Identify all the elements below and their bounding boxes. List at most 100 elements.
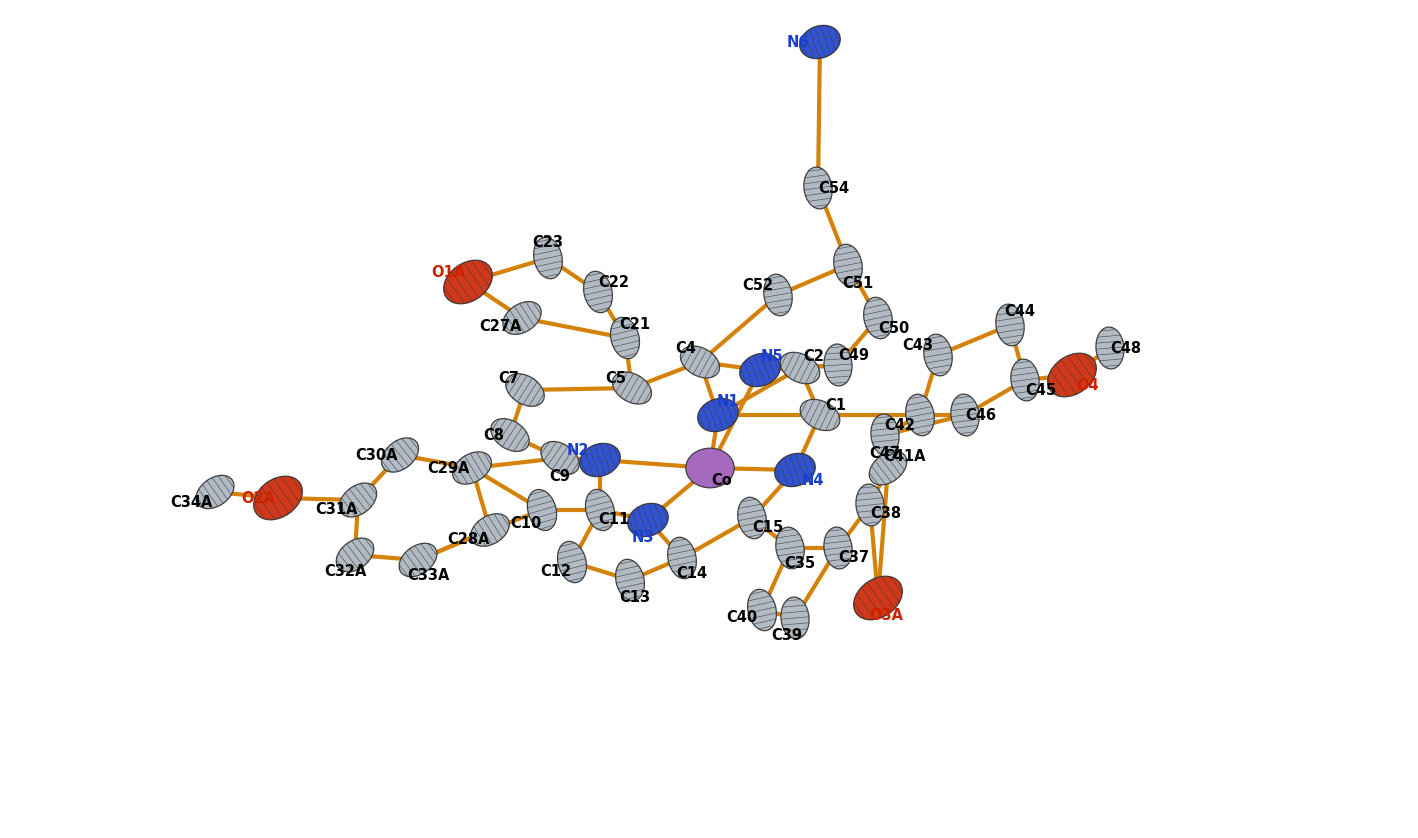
Ellipse shape — [774, 453, 815, 487]
Ellipse shape — [580, 443, 620, 477]
Text: C54: C54 — [818, 180, 849, 195]
Ellipse shape — [533, 237, 563, 279]
Ellipse shape — [856, 484, 883, 526]
Ellipse shape — [471, 514, 509, 546]
Ellipse shape — [776, 527, 804, 569]
Text: C42: C42 — [885, 417, 916, 432]
Text: N3: N3 — [632, 530, 654, 546]
Ellipse shape — [906, 394, 934, 436]
Text: C29A: C29A — [427, 461, 469, 475]
Ellipse shape — [452, 452, 492, 484]
Ellipse shape — [951, 394, 980, 436]
Ellipse shape — [611, 318, 640, 359]
Ellipse shape — [834, 244, 862, 286]
Text: C34A: C34A — [170, 494, 213, 510]
Ellipse shape — [995, 304, 1024, 346]
Ellipse shape — [747, 589, 777, 631]
Text: C14: C14 — [676, 566, 708, 582]
Ellipse shape — [628, 504, 668, 536]
Ellipse shape — [615, 559, 644, 601]
Text: C23: C23 — [533, 235, 563, 250]
Text: C30A: C30A — [354, 447, 397, 463]
Ellipse shape — [1048, 353, 1096, 397]
Ellipse shape — [613, 372, 651, 404]
Ellipse shape — [800, 400, 839, 431]
Ellipse shape — [444, 261, 492, 304]
Ellipse shape — [254, 476, 302, 520]
Text: N6: N6 — [787, 34, 810, 49]
Ellipse shape — [381, 438, 418, 472]
Ellipse shape — [780, 352, 820, 384]
Ellipse shape — [824, 527, 852, 569]
Ellipse shape — [196, 475, 234, 509]
Ellipse shape — [864, 297, 892, 339]
Text: C5: C5 — [605, 370, 627, 385]
Ellipse shape — [686, 448, 735, 488]
Ellipse shape — [1048, 353, 1096, 397]
Text: C9: C9 — [550, 468, 570, 484]
Ellipse shape — [824, 527, 852, 569]
Ellipse shape — [780, 352, 820, 384]
Text: C45: C45 — [1025, 382, 1056, 397]
Text: C49: C49 — [838, 348, 869, 363]
Ellipse shape — [681, 346, 719, 378]
Ellipse shape — [580, 443, 620, 477]
Ellipse shape — [196, 475, 234, 509]
Ellipse shape — [586, 489, 614, 530]
Ellipse shape — [737, 497, 766, 539]
Ellipse shape — [951, 394, 980, 436]
Text: O1A: O1A — [431, 265, 465, 280]
Ellipse shape — [906, 394, 934, 436]
Ellipse shape — [506, 374, 545, 406]
Text: N2: N2 — [567, 442, 590, 458]
Text: C31A: C31A — [315, 503, 357, 518]
Ellipse shape — [737, 497, 766, 539]
Ellipse shape — [491, 419, 529, 452]
Ellipse shape — [586, 489, 614, 530]
Text: C4: C4 — [675, 340, 696, 355]
Ellipse shape — [740, 354, 780, 386]
Ellipse shape — [584, 272, 613, 313]
Ellipse shape — [800, 25, 841, 59]
Ellipse shape — [781, 597, 810, 639]
Text: C8: C8 — [484, 427, 505, 442]
Text: C2: C2 — [804, 349, 824, 364]
Text: C13: C13 — [620, 591, 651, 606]
Ellipse shape — [923, 334, 953, 375]
Ellipse shape — [471, 514, 509, 546]
Ellipse shape — [452, 452, 492, 484]
Ellipse shape — [557, 541, 587, 582]
Text: C35: C35 — [784, 556, 815, 572]
Ellipse shape — [686, 448, 735, 488]
Ellipse shape — [854, 577, 902, 620]
Ellipse shape — [804, 167, 832, 209]
Text: C39: C39 — [771, 628, 803, 644]
Ellipse shape — [611, 318, 640, 359]
Ellipse shape — [834, 244, 862, 286]
Ellipse shape — [503, 302, 542, 334]
Text: C41A: C41A — [883, 448, 926, 463]
Text: C48: C48 — [1110, 340, 1141, 355]
Ellipse shape — [698, 398, 739, 432]
Text: C50: C50 — [878, 320, 909, 335]
Ellipse shape — [533, 237, 563, 279]
Ellipse shape — [681, 346, 719, 378]
Ellipse shape — [503, 302, 542, 334]
Text: C28A: C28A — [447, 532, 489, 547]
Text: C10: C10 — [510, 516, 542, 531]
Text: C37: C37 — [838, 551, 869, 566]
Ellipse shape — [871, 414, 899, 456]
Text: C27A: C27A — [479, 318, 522, 334]
Ellipse shape — [824, 344, 852, 386]
Text: O3A: O3A — [869, 608, 903, 623]
Ellipse shape — [398, 543, 437, 577]
Ellipse shape — [527, 489, 557, 530]
Text: N5: N5 — [760, 349, 783, 364]
Text: N4: N4 — [801, 473, 824, 488]
Ellipse shape — [398, 543, 437, 577]
Ellipse shape — [774, 453, 815, 487]
Ellipse shape — [740, 354, 780, 386]
Ellipse shape — [1096, 327, 1124, 369]
Ellipse shape — [854, 577, 902, 620]
Ellipse shape — [869, 451, 906, 485]
